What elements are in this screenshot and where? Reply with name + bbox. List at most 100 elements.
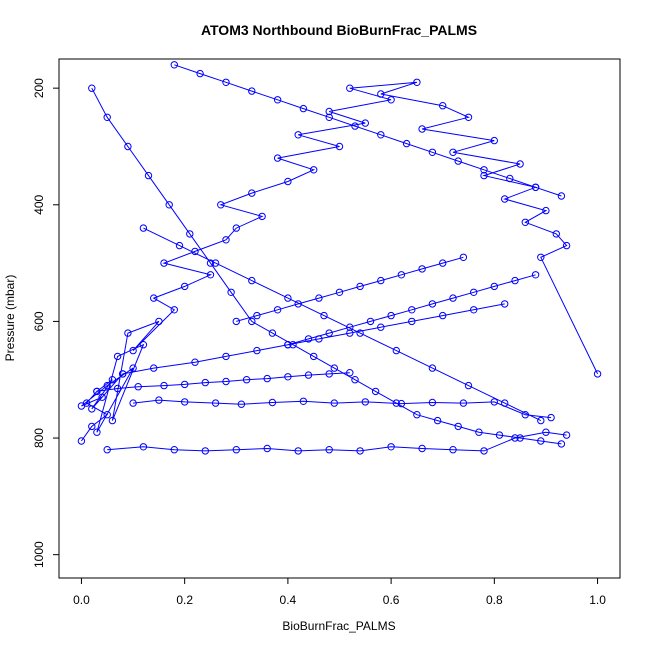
data-point — [387, 96, 395, 104]
x-axis-label: BioBurnFrac_PALMS — [282, 619, 395, 633]
data-point — [325, 107, 333, 116]
data-point — [531, 271, 540, 279]
data-point — [93, 387, 101, 396]
data-point — [299, 104, 308, 113]
data-point — [402, 139, 411, 148]
data-point — [537, 416, 545, 425]
data-point — [258, 212, 266, 221]
data-point — [181, 398, 189, 406]
data-point — [428, 300, 437, 308]
series-4 — [129, 396, 555, 422]
data-point — [346, 329, 354, 337]
x-axis: 0.0 0.2 0.4 0.6 0.8 1.0 — [73, 578, 606, 607]
data-point — [537, 253, 545, 261]
data-point — [248, 317, 256, 326]
data-point — [232, 317, 241, 326]
data-point — [428, 398, 437, 407]
data-point — [294, 300, 302, 308]
data-point — [93, 428, 101, 436]
data-point — [299, 397, 308, 405]
y-tick-label: 1000 — [32, 541, 46, 568]
data-point — [454, 422, 462, 431]
plot-area — [77, 61, 602, 455]
data-point — [459, 399, 468, 407]
data-point — [371, 387, 380, 396]
data-point — [506, 174, 514, 183]
series-9 — [139, 224, 545, 425]
data-point — [439, 102, 447, 110]
data-point — [413, 411, 421, 419]
data-point — [139, 341, 148, 349]
data-point — [165, 201, 173, 209]
y-axis-label: Pressure (mbar) — [3, 275, 17, 362]
x-tick-label: 1.0 — [589, 593, 606, 607]
data-point — [397, 399, 406, 408]
data-point — [129, 399, 137, 407]
data-point — [361, 398, 369, 406]
data-point — [103, 381, 111, 390]
data-point — [181, 282, 189, 291]
data-point — [392, 346, 400, 355]
data-point — [263, 374, 271, 383]
data-point — [325, 329, 333, 337]
data-point — [397, 271, 406, 279]
data-point — [222, 377, 230, 386]
data-point — [273, 154, 282, 162]
data-point — [155, 317, 163, 326]
data-point — [253, 346, 261, 355]
series-line — [107, 431, 567, 452]
data-point — [495, 431, 504, 439]
series-line — [96, 372, 350, 392]
data-point — [222, 352, 230, 361]
data-point — [428, 364, 437, 372]
data-point — [356, 447, 364, 455]
data-point — [304, 371, 313, 379]
data-point — [480, 171, 488, 180]
data-point — [201, 378, 210, 387]
series-line — [133, 399, 552, 419]
series-2 — [88, 84, 566, 448]
series-6 — [170, 61, 566, 200]
data-point — [134, 383, 142, 391]
data-point — [501, 195, 509, 203]
data-point — [129, 364, 137, 372]
data-point — [593, 370, 602, 378]
data-point — [449, 294, 457, 302]
data-point — [418, 444, 426, 453]
data-point — [418, 125, 426, 133]
data-point — [155, 396, 163, 404]
data-point — [356, 282, 364, 291]
x-tick-label: 0.6 — [383, 593, 400, 607]
data-point — [294, 447, 302, 455]
data-point — [439, 311, 447, 320]
data-point — [113, 384, 122, 393]
data-point — [273, 96, 282, 104]
data-point — [562, 431, 571, 439]
data-point — [124, 142, 132, 151]
data-point — [175, 241, 184, 250]
y-axis: 200 400 600 800 1000 — [32, 78, 59, 568]
chart-title: ATOM3 Northbound BioBurnFrac_PALMS — [201, 22, 477, 38]
data-point — [170, 446, 179, 454]
data-point — [88, 405, 96, 413]
data-point — [186, 230, 194, 238]
data-point — [459, 253, 468, 261]
data-point — [124, 329, 132, 337]
data-point — [160, 381, 168, 390]
data-point — [335, 288, 344, 296]
data-point — [144, 171, 153, 180]
data-point — [320, 311, 328, 320]
data-point — [356, 329, 364, 337]
data-point — [253, 311, 261, 320]
data-point — [139, 443, 148, 451]
data-point — [387, 443, 395, 451]
data-point — [108, 416, 117, 425]
series-line — [174, 64, 562, 197]
data-point — [160, 259, 168, 267]
data-point — [310, 352, 318, 361]
data-point — [470, 306, 478, 314]
data-point — [475, 428, 483, 436]
data-point — [325, 370, 333, 378]
data-point — [470, 288, 478, 296]
